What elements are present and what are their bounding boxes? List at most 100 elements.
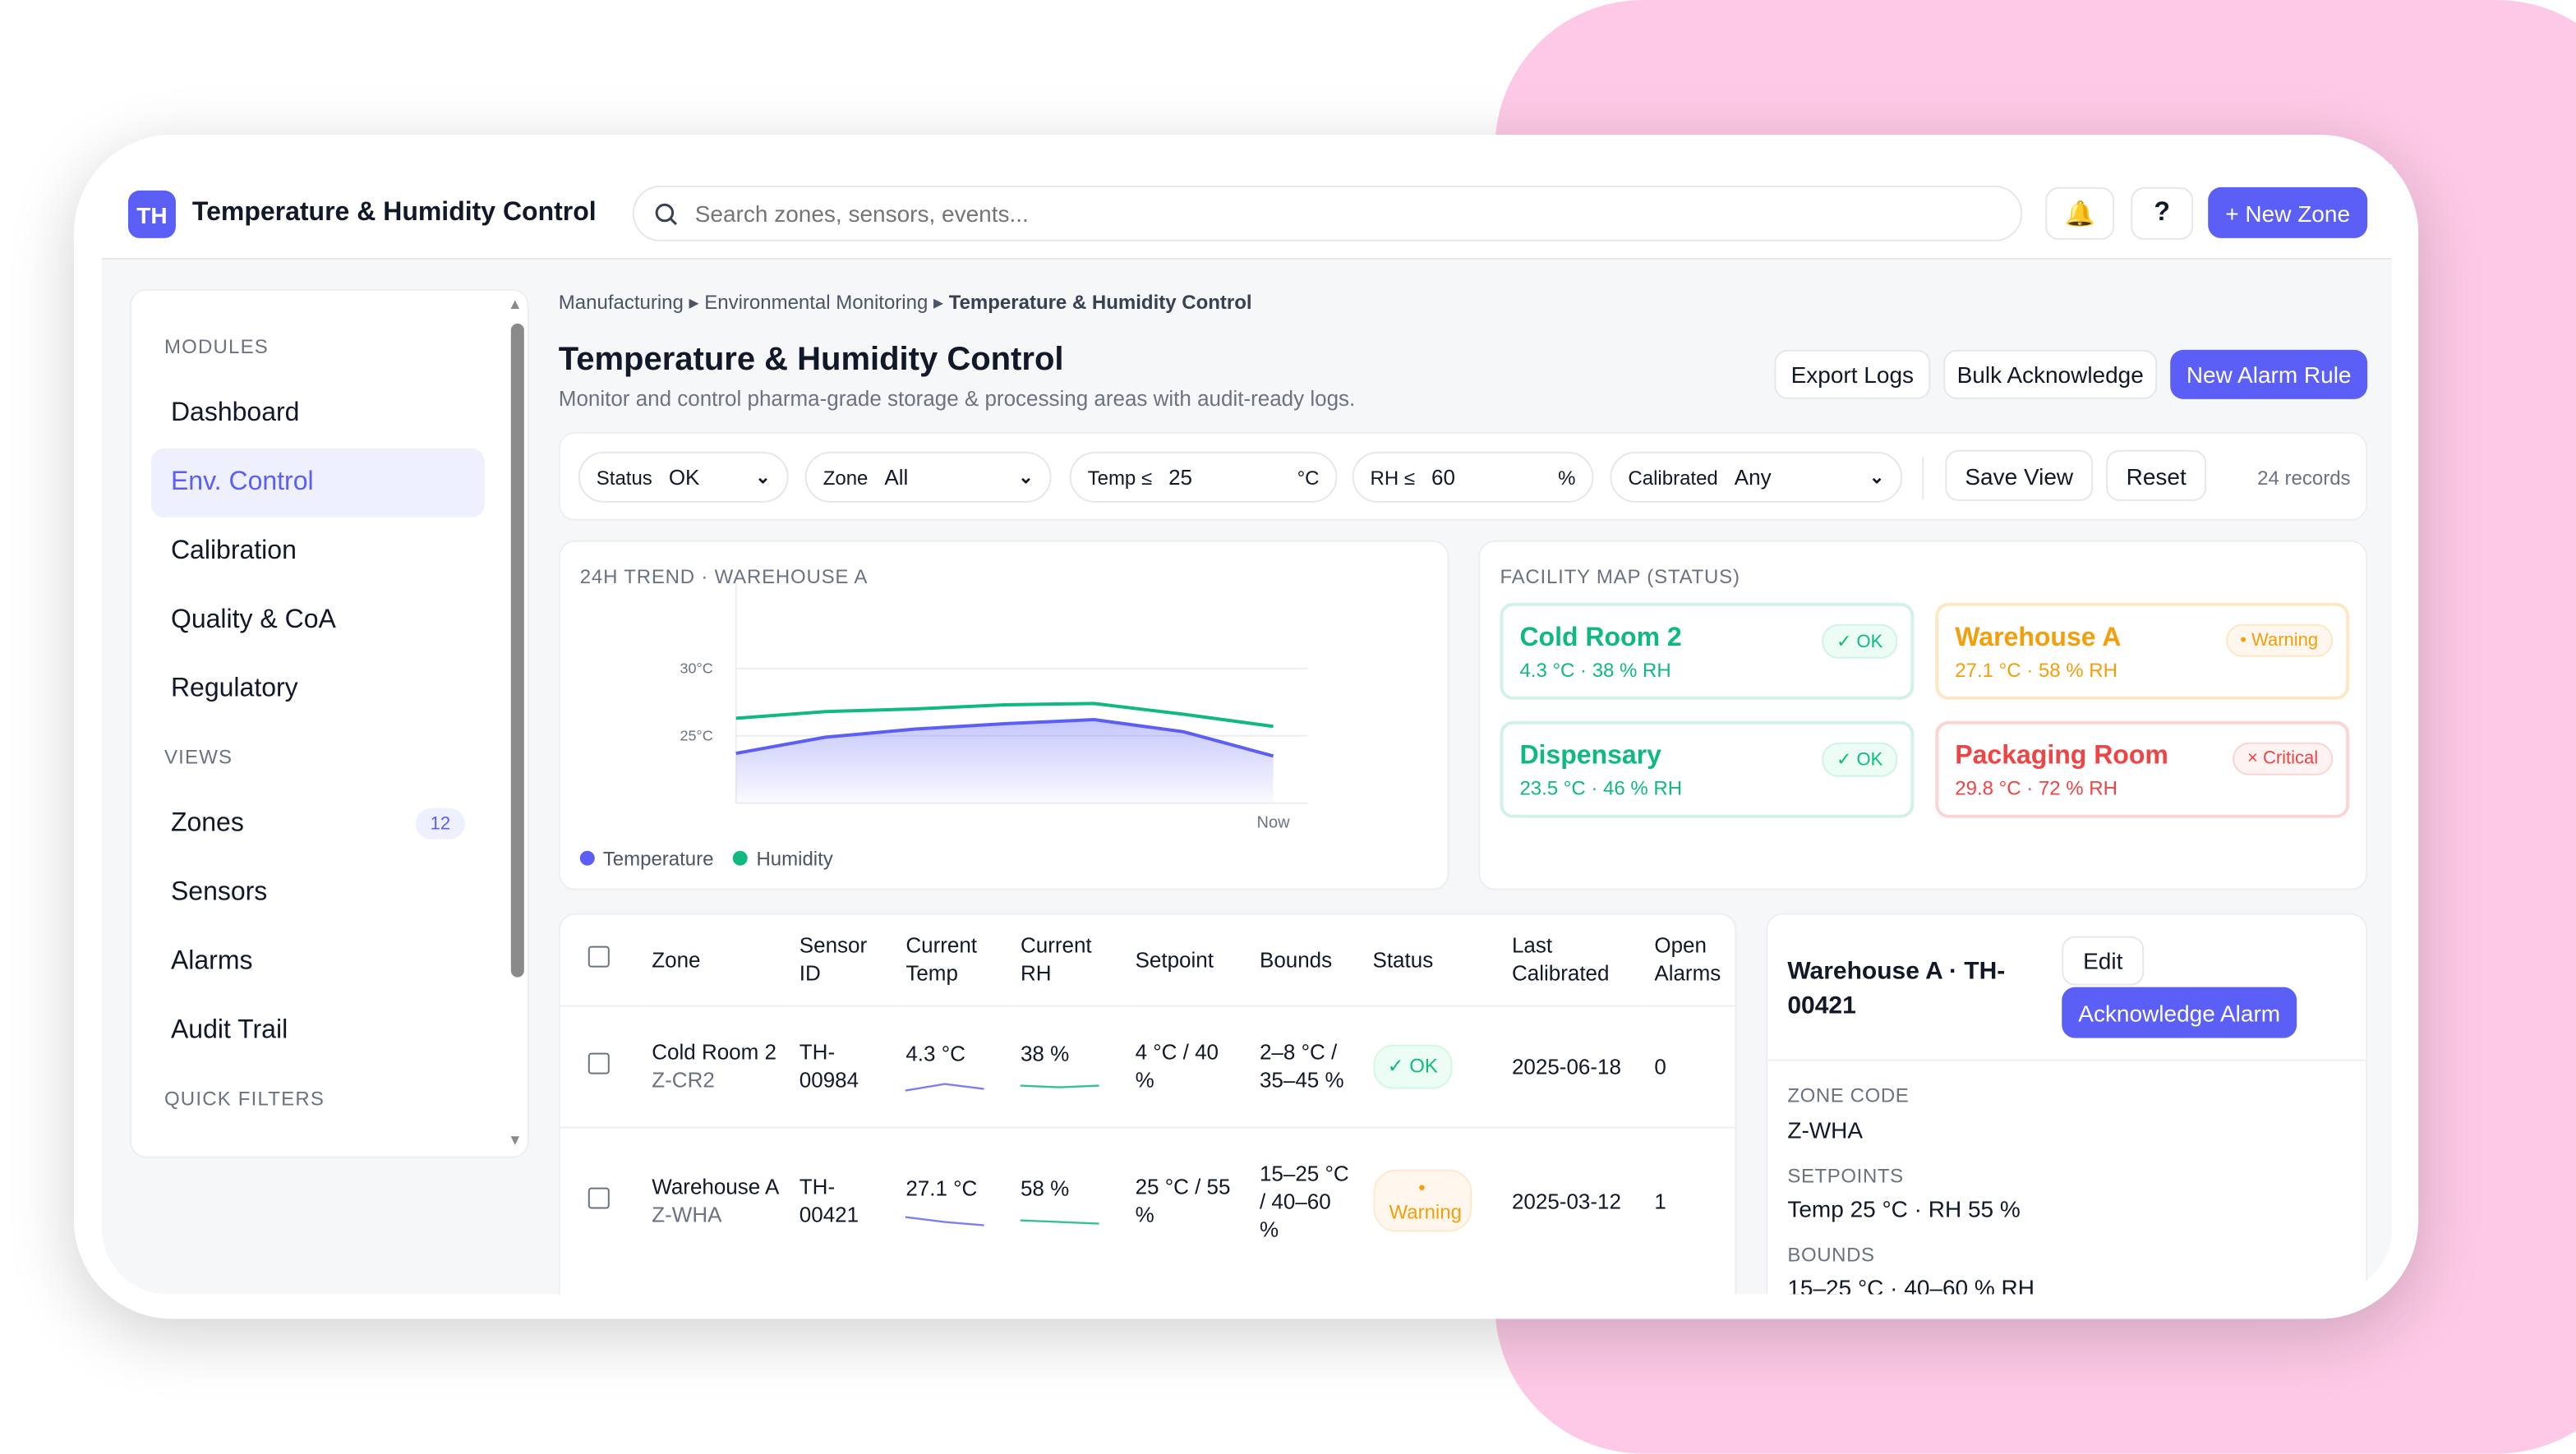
status-badge: • Warning (1372, 1170, 1472, 1233)
table-row[interactable]: Cold Room 2 Z-CR2 TH-00984 4.3 °C 38 % 4 … (560, 1004, 1735, 1127)
sparkline (906, 1215, 985, 1226)
sidebar-item-zones[interactable]: Zones 12 (151, 790, 485, 859)
notifications-button[interactable]: 🔔 (2045, 186, 2115, 240)
col-current-temp[interactable]: Current Temp (906, 933, 978, 987)
chevron-down-icon: ⌄ (755, 467, 771, 488)
search-icon (655, 202, 678, 225)
bounds: 2–8 °C / 35–45 % (1249, 1004, 1363, 1127)
x-tick-label: Now (1257, 814, 1291, 832)
bell-icon: 🔔 (2064, 200, 2095, 228)
filter-label: Zone (823, 465, 869, 489)
sidebar-scrollbar[interactable] (510, 323, 524, 978)
sidebar-item-calibration[interactable]: Calibration (170, 536, 297, 565)
acknowledge-alarm-button[interactable]: Acknowledge Alarm (2062, 987, 2297, 1038)
sensors-table: Zone Sensor ID Current Temp Current RH S… (560, 915, 1735, 1275)
col-bounds[interactable]: Bounds (1259, 947, 1333, 973)
sidebar-item-sensors[interactable]: Sensors (170, 878, 268, 907)
table-row[interactable]: Warehouse A Z-WHA TH-00421 27.1 °C 58 % 2… (560, 1125, 1735, 1275)
search-bar[interactable] (632, 185, 2023, 242)
edit-button[interactable]: Edit (2062, 936, 2145, 986)
sidebar-item-dashboard[interactable]: Dashboard (170, 398, 300, 427)
zone-name: Warehouse A (1955, 623, 2122, 652)
zone-tile[interactable]: Dispensary 23.5 °C · 46 % RH ✓ OK (1500, 720, 1915, 818)
sidebar-item-audit-trail[interactable]: Audit Trail (170, 1016, 288, 1045)
scroll-up-arrow[interactable]: ▲ (507, 295, 523, 312)
sensor-id: TH-00984 (789, 1004, 896, 1127)
temp-input[interactable]: 25 (1168, 464, 1193, 490)
breadcrumb-item[interactable]: Manufacturing (558, 290, 684, 314)
bulk-acknowledge-button[interactable]: Bulk Acknowledge (1943, 349, 2158, 399)
select-all-checkbox[interactable] (588, 946, 610, 968)
zone-code: Z-WHA (652, 1203, 722, 1228)
setpoint: 25 °C / 55 % (1125, 1125, 1250, 1275)
sparkline (1020, 1218, 1099, 1225)
rh-input[interactable]: 60 (1431, 464, 1455, 490)
col-zone[interactable]: Zone (652, 947, 701, 973)
save-view-button[interactable]: Save View (1945, 449, 2094, 501)
col-open-alarms[interactable]: Open Alarms (1654, 933, 1721, 987)
sensors-table-card: Zone Sensor ID Current Temp Current RH S… (558, 913, 1737, 1295)
y-tick-label: 30°C (680, 660, 713, 677)
zone-tile[interactable]: Warehouse A 27.1 °C · 58 % RH • Warning (1935, 602, 2350, 700)
zone-status-badge: • Warning (2225, 623, 2334, 657)
temp-filter[interactable]: Temp ≤ 25 °C (1069, 451, 1338, 503)
rh-filter[interactable]: RH ≤ 60% (1352, 451, 1594, 503)
col-setpoint[interactable]: Setpoint (1135, 947, 1214, 973)
zone-metrics: 29.8 °C · 72 % RH (1955, 776, 2117, 800)
help-icon: ? (2154, 198, 2170, 227)
chart-legend: Temperature Humidity (579, 848, 833, 871)
status-badge: ✓ OK (1372, 1043, 1453, 1088)
zone-name[interactable]: Cold Room 2 (652, 1039, 776, 1065)
new-zone-button[interactable]: + New Zone (2208, 186, 2368, 238)
zone-metrics: 27.1 °C · 58 % RH (1955, 658, 2117, 682)
help-button[interactable]: ? (2131, 186, 2194, 240)
sidebar-item-regulatory[interactable]: Regulatory (170, 674, 298, 703)
reset-button[interactable]: Reset (2106, 449, 2207, 501)
app-window: TH Temperature & Humidity Control 🔔 ? + … (101, 163, 2393, 1295)
section-modules: MODULES (164, 334, 269, 358)
top-bar: TH Temperature & Humidity Control 🔔 ? + … (101, 163, 2393, 260)
field-label: BOUNDS (1787, 1243, 1875, 1267)
bounds-value: 15–25 °C · 40–60 % RH (1787, 1274, 2035, 1295)
sidebar-item-env-control[interactable]: Env. Control (150, 448, 485, 518)
filter-value: OK (668, 464, 700, 490)
y-tick-label: 25°C (680, 728, 713, 744)
app-logo: TH (127, 190, 176, 238)
row-checkbox[interactable] (588, 1187, 610, 1209)
col-sensor-id[interactable]: Sensor ID (799, 933, 868, 987)
zones-count-badge: 12 (415, 808, 465, 840)
sidebar-item-alarms[interactable]: Alarms (170, 947, 253, 976)
zone-filter[interactable]: Zone All ⌄ (804, 451, 1052, 503)
row-checkbox[interactable] (588, 1051, 610, 1074)
current-rh: 58 % (1020, 1176, 1070, 1201)
filter-label: Status (596, 465, 652, 489)
divider (1922, 456, 1924, 499)
col-last-calibrated[interactable]: Last Calibrated (1511, 933, 1610, 987)
field-label: SETPOINTS (1787, 1164, 1904, 1188)
current-rh: 38 % (1020, 1040, 1070, 1065)
legend-humidity: Humidity (733, 848, 833, 871)
zone-name: Cold Room 2 (1519, 623, 1682, 652)
trend-chart: 30°C 25°C Now (680, 582, 1308, 832)
records-count: 24 records (2257, 466, 2351, 490)
filter-label: Calibrated (1628, 465, 1718, 489)
last-calibrated: 2025-06-18 (1501, 1004, 1645, 1127)
breadcrumb-item[interactable]: Environmental Monitoring (704, 290, 929, 314)
col-current-rh[interactable]: Current RH (1020, 933, 1092, 987)
sidebar-item-quality[interactable]: Quality & CoA (170, 605, 336, 634)
zone-name[interactable]: Warehouse A (652, 1175, 780, 1200)
col-status[interactable]: Status (1372, 947, 1434, 973)
export-logs-button[interactable]: Export Logs (1774, 349, 1931, 399)
zone-tile[interactable]: Packaging Room 29.8 °C · 72 % RH × Critica… (1935, 720, 2350, 818)
zone-tile[interactable]: Cold Room 2 4.3 °C · 38 % RH ✓ OK (1500, 602, 1915, 700)
calibrated-filter[interactable]: Calibrated Any ⌄ (1610, 451, 1903, 503)
new-alarm-rule-button[interactable]: New Alarm Rule (2170, 349, 2368, 399)
search-input[interactable] (694, 200, 1977, 227)
filter-label: Temp ≤ (1087, 465, 1153, 489)
legend-temperature: Temperature (579, 848, 713, 871)
status-filter[interactable]: Status OK ⌄ (578, 451, 789, 503)
scroll-down-arrow[interactable]: ▼ (507, 1131, 523, 1148)
open-alarms: 0 (1644, 1004, 1735, 1127)
breadcrumb: Manufacturing ▸ Environmental Monitoring… (558, 290, 1252, 314)
chevron-down-icon: ⌄ (1869, 467, 1885, 488)
